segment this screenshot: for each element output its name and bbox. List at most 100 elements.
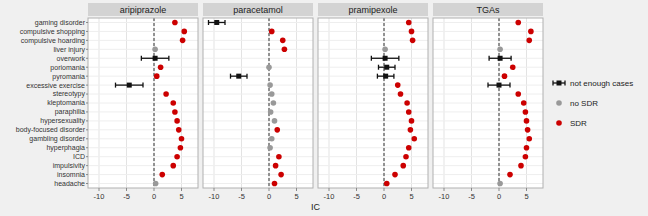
grid-line bbox=[88, 165, 198, 166]
chart: aripiprazole-10-505gaming disordercompul… bbox=[0, 0, 648, 216]
marks bbox=[488, 20, 534, 187]
tick-mark bbox=[86, 183, 88, 184]
grid-line bbox=[88, 103, 198, 104]
point bbox=[176, 127, 182, 133]
legend-marker bbox=[556, 100, 562, 106]
tick-mark bbox=[86, 22, 88, 23]
grid-line bbox=[433, 22, 543, 23]
panel-title-box bbox=[318, 3, 428, 16]
point bbox=[180, 38, 186, 44]
grid-line bbox=[318, 85, 428, 86]
tick-label: -10 bbox=[324, 192, 335, 201]
grid-line bbox=[88, 67, 198, 68]
grid-line bbox=[203, 58, 313, 59]
point bbox=[406, 20, 412, 26]
grid-line bbox=[318, 58, 428, 59]
grid-line bbox=[433, 183, 543, 184]
error-bar bbox=[377, 74, 394, 79]
grid-line bbox=[203, 40, 313, 41]
tick-mark bbox=[86, 31, 88, 32]
category-label: poriomania bbox=[50, 64, 85, 72]
error-cap bbox=[487, 83, 488, 88]
grid-line bbox=[318, 103, 428, 104]
point bbox=[406, 145, 412, 151]
point bbox=[174, 154, 180, 160]
reference-line bbox=[269, 18, 270, 188]
grid-line bbox=[88, 58, 198, 59]
grid-line bbox=[88, 156, 198, 157]
plot-frame bbox=[203, 18, 313, 188]
point bbox=[170, 100, 176, 106]
tick-mark bbox=[214, 188, 215, 191]
tick-mark bbox=[86, 120, 88, 121]
error-cap bbox=[371, 56, 372, 61]
tick-mark bbox=[296, 188, 297, 191]
point bbox=[510, 64, 516, 70]
point bbox=[497, 181, 503, 187]
grid-line bbox=[203, 120, 313, 121]
error-bar bbox=[231, 74, 248, 79]
reference-line bbox=[499, 18, 500, 188]
grid-line bbox=[203, 138, 313, 139]
grid-line bbox=[318, 49, 428, 50]
point bbox=[409, 29, 415, 35]
point bbox=[266, 64, 272, 70]
error-cap bbox=[394, 65, 395, 70]
point bbox=[269, 136, 275, 142]
point bbox=[179, 136, 185, 142]
marker bbox=[127, 83, 132, 88]
category-label: excessive exercise bbox=[26, 82, 85, 89]
tick-mark bbox=[86, 49, 88, 50]
grid-line bbox=[318, 183, 428, 184]
marker bbox=[383, 74, 388, 79]
panel-title-group: paracetamol bbox=[203, 3, 313, 16]
category-label: insomnia bbox=[57, 171, 85, 178]
grid-line bbox=[433, 174, 543, 175]
grid-line bbox=[384, 18, 385, 188]
reference-line bbox=[154, 18, 155, 188]
category-label: overwork bbox=[57, 55, 86, 62]
panel: paracetamol-10-505 bbox=[203, 3, 313, 201]
error-bar bbox=[209, 20, 226, 25]
point bbox=[276, 154, 282, 160]
tick-label: 0 bbox=[497, 192, 501, 201]
category-label: hyperphagia bbox=[46, 144, 85, 152]
error-cap bbox=[393, 74, 394, 79]
panel-title: TGAs bbox=[476, 5, 500, 15]
grid-line bbox=[203, 111, 313, 112]
marker bbox=[497, 83, 502, 88]
grid-line bbox=[203, 156, 313, 157]
point bbox=[268, 109, 274, 115]
category-label: gambling disorder bbox=[29, 135, 85, 143]
grid-line bbox=[433, 67, 543, 68]
grid-line bbox=[88, 183, 198, 184]
point bbox=[523, 109, 529, 115]
tick-mark bbox=[241, 188, 242, 191]
category-label: compulsive shopping bbox=[20, 28, 85, 36]
tick-mark bbox=[86, 76, 88, 77]
x-axis-label: IC bbox=[311, 202, 321, 212]
tick-label: -5 bbox=[238, 192, 245, 201]
category-label: stereotypy bbox=[53, 90, 86, 98]
point bbox=[526, 38, 532, 44]
error-cap bbox=[510, 56, 511, 61]
tick-mark bbox=[86, 40, 88, 41]
tick-mark bbox=[86, 138, 88, 139]
category-label: headache bbox=[54, 180, 85, 187]
point bbox=[272, 181, 278, 187]
tick-mark bbox=[499, 188, 500, 191]
plot-area bbox=[203, 18, 313, 188]
point bbox=[154, 73, 160, 79]
point bbox=[181, 29, 187, 35]
point bbox=[158, 64, 164, 70]
point bbox=[267, 82, 273, 88]
grid-line bbox=[203, 183, 313, 184]
plot-frame bbox=[88, 18, 198, 188]
tick-mark bbox=[86, 67, 88, 68]
plot-frame bbox=[433, 18, 543, 188]
tick-label: -5 bbox=[468, 192, 475, 201]
point bbox=[398, 91, 404, 97]
marker bbox=[383, 56, 388, 61]
marks bbox=[371, 20, 417, 187]
panel-title-box bbox=[88, 3, 198, 16]
